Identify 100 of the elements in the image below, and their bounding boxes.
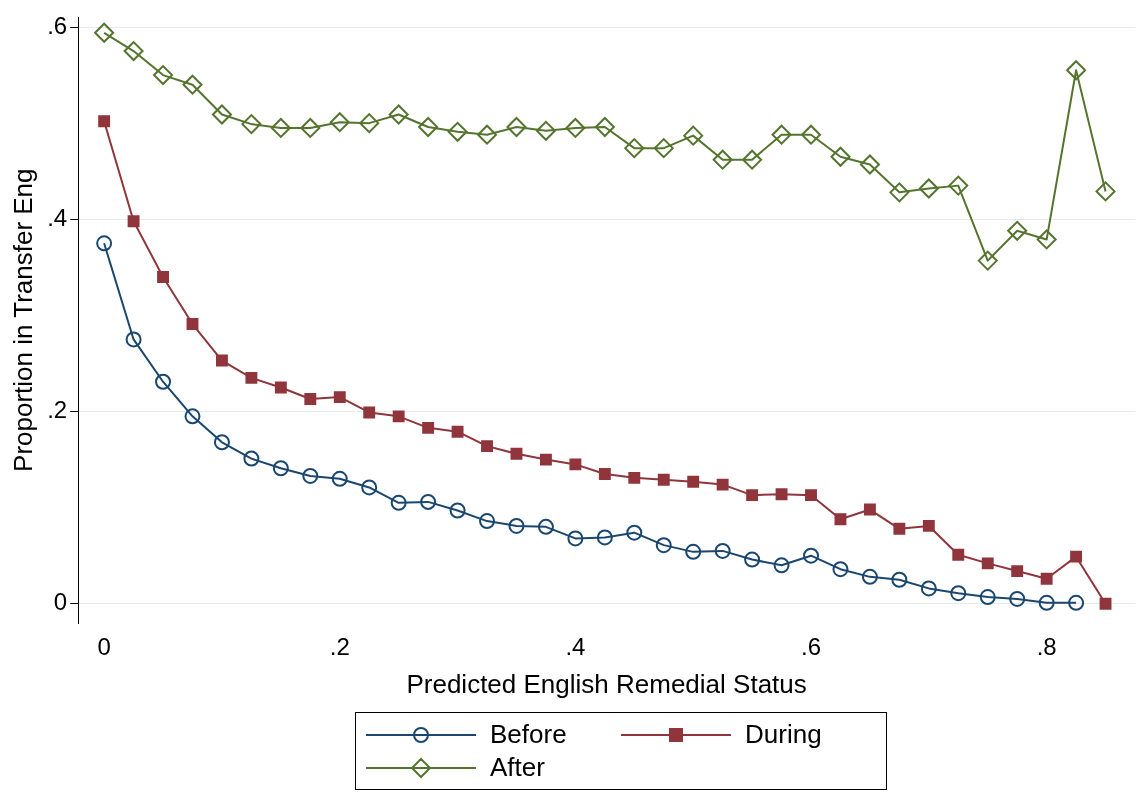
point — [359, 113, 380, 134]
point — [274, 381, 287, 394]
point — [891, 571, 908, 588]
point — [832, 561, 849, 578]
point — [683, 125, 704, 146]
point — [1011, 565, 1024, 578]
point — [1007, 220, 1028, 241]
point — [300, 117, 321, 138]
x-tick-label: 0 — [97, 633, 111, 661]
legend-label: During — [745, 719, 822, 750]
point — [331, 470, 348, 487]
point — [598, 468, 611, 480]
x-tick-label: .8 — [1036, 633, 1057, 661]
point — [418, 116, 439, 137]
point — [922, 519, 935, 532]
point — [1066, 60, 1087, 81]
point — [948, 175, 969, 196]
point — [304, 393, 317, 405]
point — [361, 479, 378, 496]
point — [714, 542, 731, 559]
y-tick-label: .6 — [47, 11, 68, 39]
point — [333, 391, 346, 404]
point — [981, 557, 994, 570]
point — [420, 493, 437, 510]
point — [742, 149, 763, 170]
point — [211, 104, 232, 125]
point — [243, 450, 260, 467]
point — [685, 543, 702, 560]
y-axis-title: Proportion in Transfer Eng — [7, 168, 38, 472]
point — [481, 440, 493, 453]
point — [363, 406, 376, 419]
point — [451, 425, 464, 438]
point — [687, 475, 700, 488]
y-tick-label: .4 — [47, 203, 68, 231]
point — [803, 547, 820, 564]
point — [506, 116, 527, 137]
point — [775, 488, 788, 501]
point — [569, 458, 582, 471]
point — [272, 460, 289, 477]
point — [508, 517, 525, 534]
point — [1038, 594, 1055, 611]
point — [567, 530, 584, 547]
point — [952, 548, 965, 561]
point — [716, 478, 729, 491]
point — [447, 121, 468, 142]
point — [539, 453, 552, 466]
point — [186, 318, 199, 330]
point — [449, 502, 466, 519]
x-tick-label: .2 — [329, 633, 350, 661]
point — [773, 557, 790, 574]
point — [859, 154, 880, 175]
point — [1040, 572, 1053, 585]
point — [422, 421, 435, 434]
point — [624, 138, 645, 159]
point — [771, 124, 792, 145]
point — [157, 270, 169, 283]
point — [245, 371, 258, 384]
point — [834, 513, 847, 526]
point — [657, 473, 670, 486]
point — [155, 373, 172, 390]
point — [950, 585, 967, 602]
point — [98, 115, 111, 128]
point — [805, 489, 817, 502]
x-tick-label: .4 — [565, 633, 586, 661]
point — [920, 580, 937, 597]
point — [801, 124, 822, 145]
point — [1009, 590, 1026, 607]
point — [388, 104, 409, 125]
point — [889, 182, 910, 203]
point — [979, 589, 996, 606]
y-tick-label: 0 — [53, 588, 68, 616]
point — [594, 116, 615, 137]
point — [744, 551, 761, 568]
point — [153, 65, 174, 86]
x-axis-title: Predicted English Remedial Status — [406, 668, 807, 699]
point — [329, 112, 350, 133]
point — [1036, 229, 1057, 250]
point — [241, 114, 262, 135]
point — [390, 494, 407, 511]
point — [479, 513, 496, 530]
point — [125, 331, 142, 348]
point — [184, 408, 201, 425]
point — [712, 149, 733, 170]
point — [1095, 181, 1116, 202]
point — [830, 146, 851, 167]
point — [1099, 597, 1112, 610]
point — [1070, 550, 1083, 563]
point — [94, 22, 115, 43]
point — [96, 235, 113, 252]
point — [535, 120, 556, 141]
point — [628, 471, 641, 484]
point — [746, 489, 759, 502]
point — [1068, 594, 1085, 611]
point — [392, 410, 405, 423]
point — [477, 124, 498, 145]
legend-label: Before — [490, 719, 567, 750]
point — [537, 518, 554, 535]
point — [863, 503, 876, 516]
point — [302, 467, 319, 484]
y-tick-label: .2 — [47, 396, 68, 424]
